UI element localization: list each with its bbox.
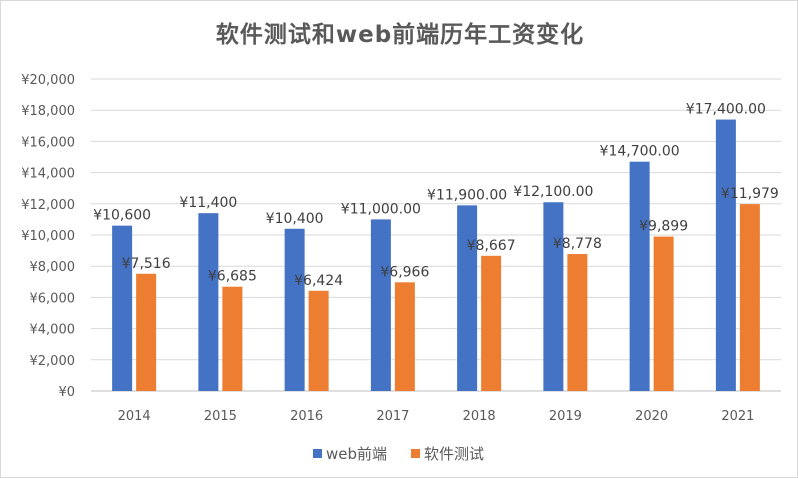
y-tick-label: ¥20,000: [21, 73, 75, 88]
bar-web: [629, 161, 650, 391]
bar-web: [198, 213, 219, 391]
legend-label: 软件测试: [424, 445, 484, 463]
y-tick-label: ¥8,000: [30, 260, 76, 275]
x-axis-ticks: 2014 2015 2016 2017 2018 2019 2020 2021: [118, 409, 755, 424]
data-label: ¥11,400: [179, 195, 237, 211]
y-tick-label: ¥0: [58, 385, 75, 400]
bar-testing: [222, 286, 243, 391]
y-tick-label: ¥4,000: [30, 323, 76, 338]
data-label: ¥6,424: [294, 273, 343, 289]
bar-testing: [481, 255, 502, 391]
y-tick-label: ¥12,000: [21, 198, 75, 213]
x-tick-label: 2014: [118, 409, 151, 424]
x-tick-label: 2016: [290, 409, 323, 424]
bar-web: [715, 119, 736, 391]
x-tick-label: 2015: [204, 409, 237, 424]
legend-label: web前端: [326, 445, 387, 463]
bar-web: [457, 205, 478, 391]
y-tick-label: ¥6,000: [30, 291, 76, 306]
data-label: ¥9,899: [639, 219, 688, 235]
y-tick-label: ¥2,000: [30, 354, 76, 369]
bar-testing: [308, 290, 329, 391]
data-label: ¥11,979: [721, 186, 779, 202]
bar-web: [543, 202, 564, 391]
x-tick-label: 2019: [549, 409, 582, 424]
y-tick-label: ¥18,000: [21, 104, 75, 119]
bar-web: [370, 219, 391, 391]
data-label: ¥11,900.00: [427, 187, 507, 203]
y-tick-label: ¥10,000: [21, 229, 75, 244]
legend-swatch: [411, 449, 420, 458]
bars: [112, 119, 760, 391]
gridlines: [91, 78, 781, 392]
x-tick-label: 2020: [635, 409, 668, 424]
data-label: ¥14,700.00: [600, 144, 680, 160]
y-tick-label: ¥16,000: [21, 135, 75, 150]
data-label: ¥10,400: [266, 211, 324, 227]
data-label: ¥12,100.00: [513, 184, 593, 200]
x-tick-label: 2018: [463, 409, 496, 424]
data-label: ¥6,966: [380, 264, 429, 280]
bar-web: [284, 228, 305, 391]
data-label: ¥10,600: [93, 208, 151, 224]
data-label: ¥11,000.00: [341, 201, 421, 217]
data-label: ¥17,400.00: [686, 102, 766, 118]
data-label: ¥8,667: [467, 238, 516, 254]
y-tick-label: ¥14,000: [21, 167, 75, 182]
data-labels: ¥10,600 ¥7,516 ¥11,400 ¥6,685 ¥10,400 ¥6,424 ¥…: [93, 102, 779, 289]
data-label: ¥7,516: [122, 256, 171, 272]
data-label: ¥8,778: [553, 236, 602, 252]
data-label: ¥6,685: [208, 269, 257, 285]
bar-testing: [394, 282, 415, 391]
chart-title: 软件测试和web前端历年工资变化: [215, 22, 585, 48]
x-tick-label: 2017: [376, 409, 409, 424]
bar-testing: [653, 236, 674, 391]
bar-web: [112, 225, 133, 391]
legend: web前端 软件测试: [313, 445, 484, 463]
y-axis-ticks: ¥0 ¥2,000 ¥4,000 ¥6,000 ¥8,000 ¥10,000 ¥12,000…: [21, 73, 75, 400]
legend-swatch: [313, 449, 322, 458]
bar-testing: [567, 254, 588, 391]
bar-testing: [136, 273, 157, 391]
x-tick-label: 2021: [721, 409, 754, 424]
bar-testing: [739, 204, 760, 391]
